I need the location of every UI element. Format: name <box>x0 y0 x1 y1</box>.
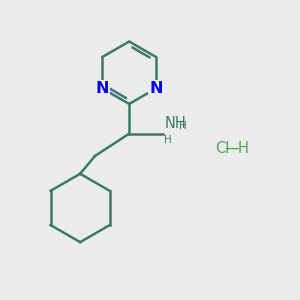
Text: Cl: Cl <box>215 141 230 156</box>
Text: N: N <box>95 81 109 96</box>
Text: H: H <box>164 135 172 145</box>
Text: NH: NH <box>164 116 186 131</box>
Text: —: — <box>224 141 239 156</box>
Text: N: N <box>149 81 163 96</box>
Text: H: H <box>238 141 249 156</box>
Text: H: H <box>179 121 187 131</box>
